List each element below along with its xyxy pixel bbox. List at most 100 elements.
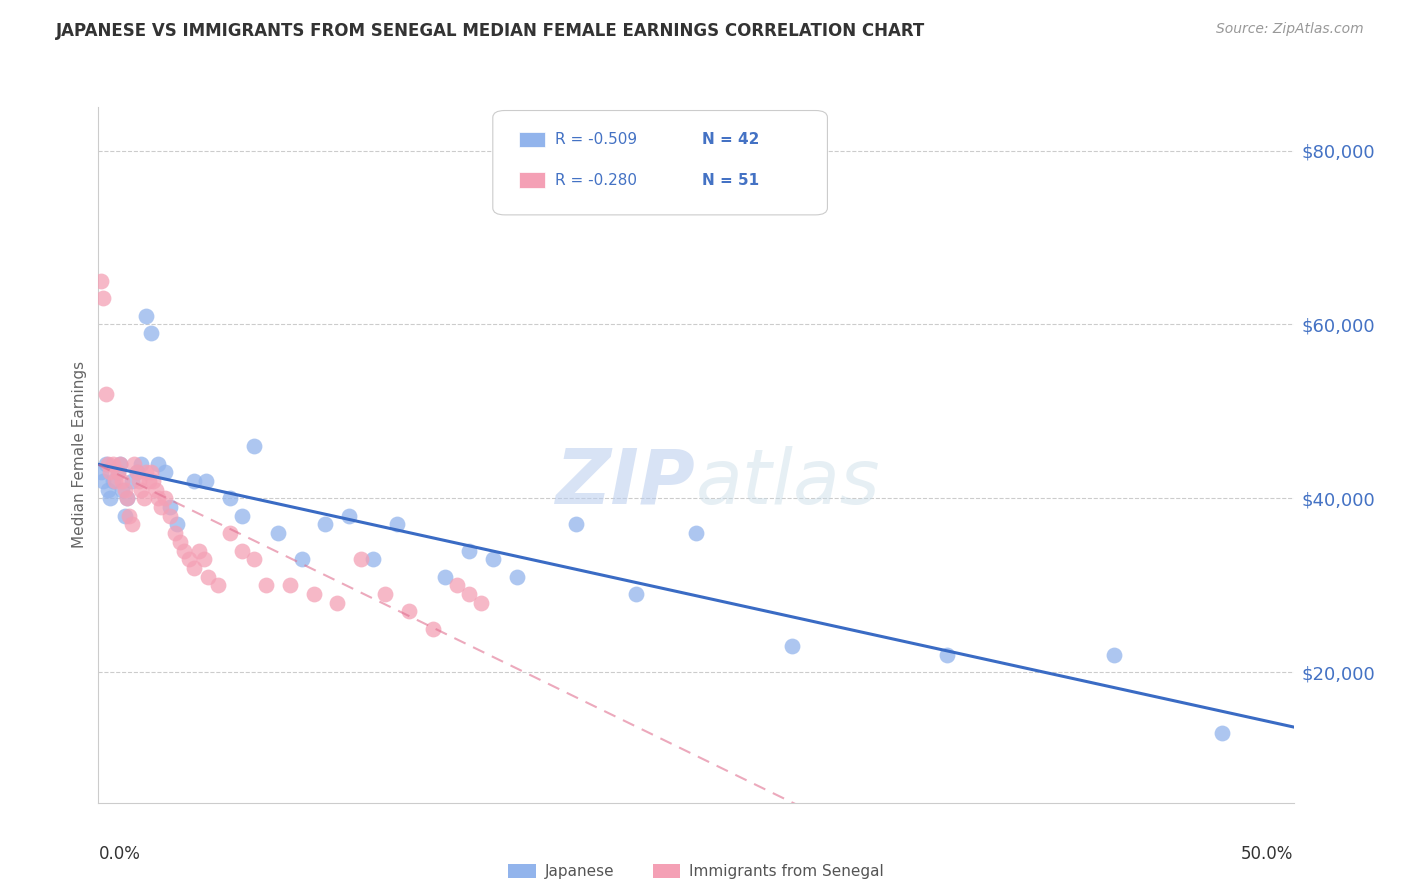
Point <box>179 552 201 566</box>
Point <box>114 508 136 523</box>
Point <box>626 587 648 601</box>
Point <box>374 587 396 601</box>
Point <box>243 552 266 566</box>
Point <box>115 491 138 506</box>
Point <box>780 639 803 653</box>
Point <box>183 474 205 488</box>
Text: 50.0%: 50.0% <box>1241 845 1294 863</box>
Point <box>166 517 188 532</box>
Point <box>173 543 195 558</box>
Text: atlas: atlas <box>696 446 880 520</box>
Point <box>149 500 172 514</box>
Point <box>139 466 162 480</box>
Text: ZIP: ZIP <box>557 446 696 520</box>
Point <box>138 474 160 488</box>
Point <box>207 578 229 592</box>
Text: 0.0%: 0.0% <box>98 845 141 863</box>
Y-axis label: Median Female Earnings: Median Female Earnings <box>72 361 87 549</box>
Point <box>291 552 314 566</box>
Point <box>163 526 186 541</box>
Point <box>385 517 409 532</box>
Bar <box>519 172 546 187</box>
Point <box>101 457 124 471</box>
Text: R = -0.509: R = -0.509 <box>555 132 637 147</box>
Point <box>148 491 170 506</box>
Point <box>142 474 165 488</box>
Point <box>363 552 385 566</box>
Point <box>94 387 117 401</box>
Text: R = -0.280: R = -0.280 <box>555 172 637 187</box>
Point <box>98 466 122 480</box>
Point <box>128 474 150 488</box>
Point <box>155 491 177 506</box>
Point <box>98 491 122 506</box>
Point <box>115 491 138 506</box>
Point <box>114 483 136 497</box>
Point <box>458 587 481 601</box>
Point <box>91 291 114 305</box>
Point <box>183 561 205 575</box>
Point <box>1211 726 1233 740</box>
Point <box>148 457 170 471</box>
Point <box>111 474 134 488</box>
Point <box>118 508 141 523</box>
Point <box>194 474 218 488</box>
Point <box>193 552 215 566</box>
Point <box>155 466 177 480</box>
Point <box>159 500 181 514</box>
Point <box>433 570 456 584</box>
Point <box>108 457 131 471</box>
Point <box>187 543 209 558</box>
Point <box>101 474 124 488</box>
Point <box>139 326 162 340</box>
Point <box>422 622 444 636</box>
Point <box>267 526 290 541</box>
Point <box>97 483 120 497</box>
Point <box>302 587 325 601</box>
Point <box>326 596 349 610</box>
Text: JAPANESE VS IMMIGRANTS FROM SENEGAL MEDIAN FEMALE EARNINGS CORRELATION CHART: JAPANESE VS IMMIGRANTS FROM SENEGAL MEDI… <box>56 22 925 40</box>
Text: Source: ZipAtlas.com: Source: ZipAtlas.com <box>1216 22 1364 37</box>
Point <box>145 483 167 497</box>
Point <box>135 309 157 323</box>
Point <box>398 605 420 619</box>
Point <box>231 508 253 523</box>
Point <box>131 483 153 497</box>
Point <box>458 543 481 558</box>
Point <box>90 274 112 288</box>
Point <box>339 508 360 523</box>
Point <box>231 543 253 558</box>
Point <box>936 648 959 662</box>
Point <box>685 526 707 541</box>
Point <box>91 474 114 488</box>
FancyBboxPatch shape <box>494 111 828 215</box>
Point <box>278 578 301 592</box>
Point <box>470 596 492 610</box>
Point <box>107 466 129 480</box>
Point <box>131 457 153 471</box>
Point <box>1102 648 1125 662</box>
Point <box>506 570 529 584</box>
Bar <box>519 132 546 147</box>
Point <box>219 491 242 506</box>
Point <box>125 466 148 480</box>
Point <box>124 457 146 471</box>
Point <box>125 466 148 480</box>
Point <box>108 457 131 471</box>
Point <box>121 517 143 532</box>
Point <box>94 457 117 471</box>
Point <box>197 570 219 584</box>
Point <box>97 457 120 471</box>
Text: N = 51: N = 51 <box>702 172 759 187</box>
Point <box>481 552 505 566</box>
Point <box>135 466 157 480</box>
Point <box>121 474 143 488</box>
Point <box>159 508 181 523</box>
Point <box>315 517 337 532</box>
Point <box>565 517 588 532</box>
Point <box>90 466 112 480</box>
Point <box>243 439 266 453</box>
Point <box>132 491 155 506</box>
Point <box>104 474 127 488</box>
Point <box>111 483 134 497</box>
